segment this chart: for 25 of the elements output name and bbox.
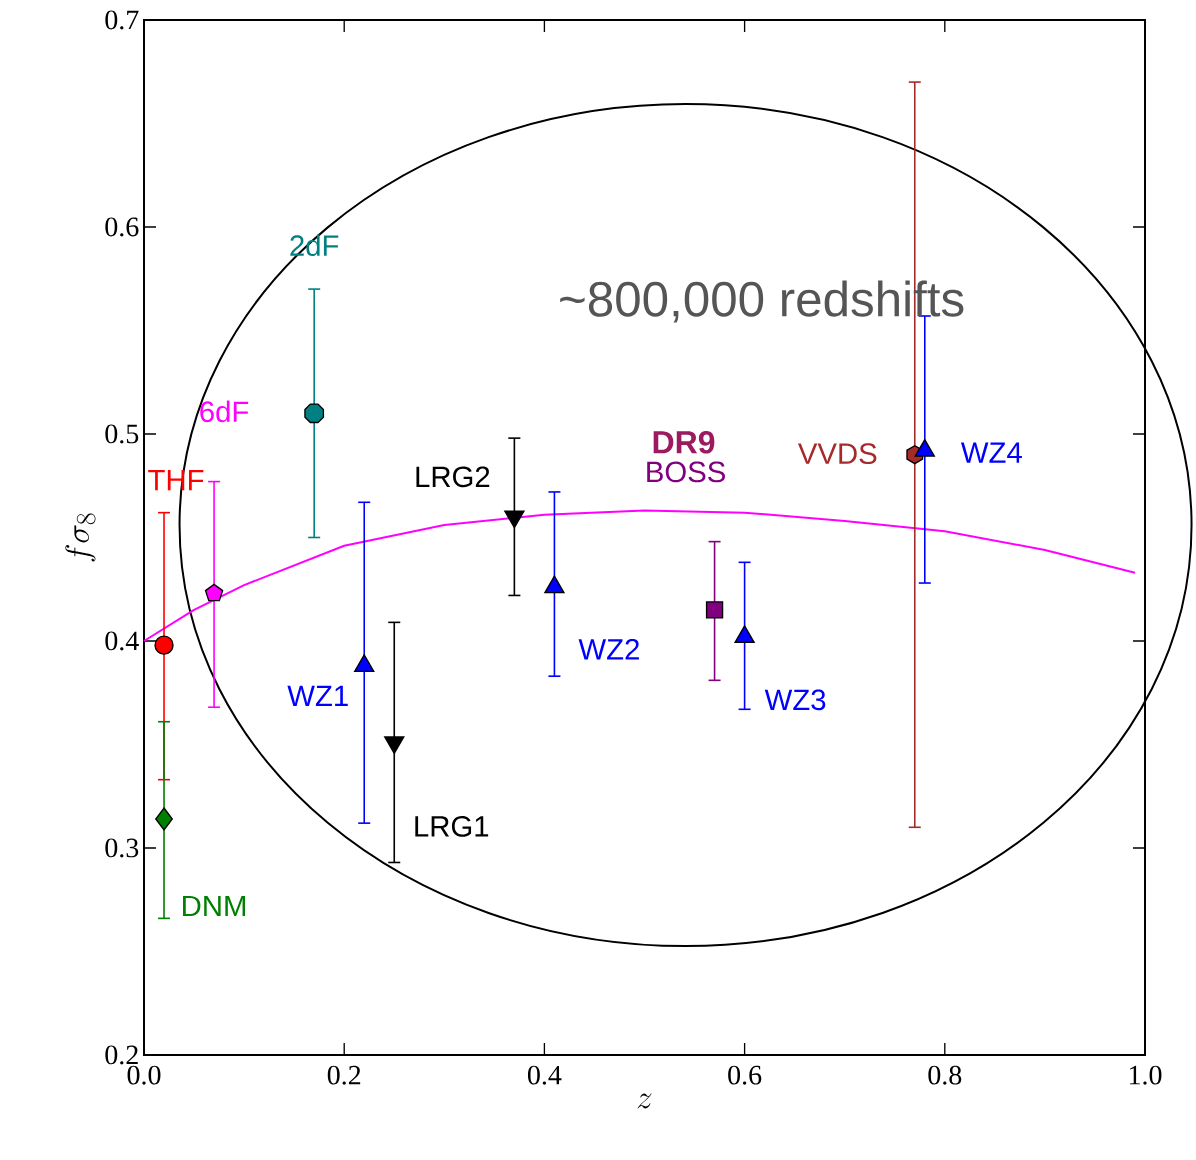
series-label: LRG2: [416, 466, 490, 488]
y-tick-label: 0.6: [105, 217, 139, 237]
x-tick-label: 0.6: [728, 1065, 762, 1085]
text: BOSS: [647, 461, 725, 483]
series-label: WZ4: [960, 442, 1022, 463]
series-label: WZ2: [578, 638, 639, 660]
x-tick-label: 0.0: [127, 1065, 161, 1085]
annotation: DR9: [653, 430, 715, 454]
y-tick-label: 0.7: [105, 10, 139, 30]
text: DNM: [183, 895, 246, 917]
y-tick-label: 0.5: [105, 424, 139, 444]
text: 6dF: [200, 400, 249, 423]
x-tick-label: 1.0: [1129, 1065, 1162, 1085]
series-label: VVDS: [797, 443, 877, 465]
y-tick-label: 0.4: [105, 631, 139, 651]
y-tick-label: 0.2: [105, 1045, 138, 1065]
x-tick-label: 0.4: [527, 1065, 562, 1085]
text: LRG1: [415, 816, 489, 837]
x-axis-title: $z$: [637, 1093, 652, 1109]
y-tick-label: 0.3: [105, 838, 139, 858]
x-tick-label: 0.2: [327, 1065, 361, 1085]
series-label: WZ1: [287, 685, 348, 706]
x-tick-label: 0.8: [928, 1065, 962, 1085]
y-axis-title: $f\sigma_8$: [65, 513, 96, 562]
series-label: WZ3: [764, 689, 826, 711]
